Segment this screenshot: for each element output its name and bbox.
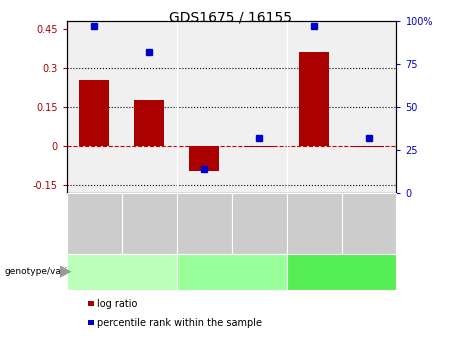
Text: GSM75886: GSM75886 — [145, 200, 154, 246]
Bar — [189, 146, 219, 171]
Bar — [354, 146, 384, 147]
Text: GSM75987: GSM75987 — [365, 200, 373, 246]
Text: log ratio: log ratio — [97, 299, 137, 308]
Bar — [299, 52, 329, 146]
Text: PARP-1 null: PARP-1 null — [208, 267, 255, 276]
Text: GDS1675 / 16155: GDS1675 / 16155 — [169, 10, 292, 24]
Text: genotype/variation: genotype/variation — [5, 267, 91, 276]
Text: Wrn PARP-1 double
null: Wrn PARP-1 double null — [301, 262, 382, 282]
Bar — [79, 79, 109, 146]
Text: Wrn null: Wrn null — [104, 267, 139, 276]
Bar — [244, 146, 274, 147]
Text: GSM75985: GSM75985 — [254, 201, 264, 246]
Bar — [134, 100, 165, 146]
Text: GSM75931: GSM75931 — [200, 201, 209, 246]
Text: GSM75885: GSM75885 — [90, 200, 99, 246]
Text: percentile rank within the sample: percentile rank within the sample — [97, 318, 262, 327]
Text: GSM75986: GSM75986 — [309, 200, 319, 246]
